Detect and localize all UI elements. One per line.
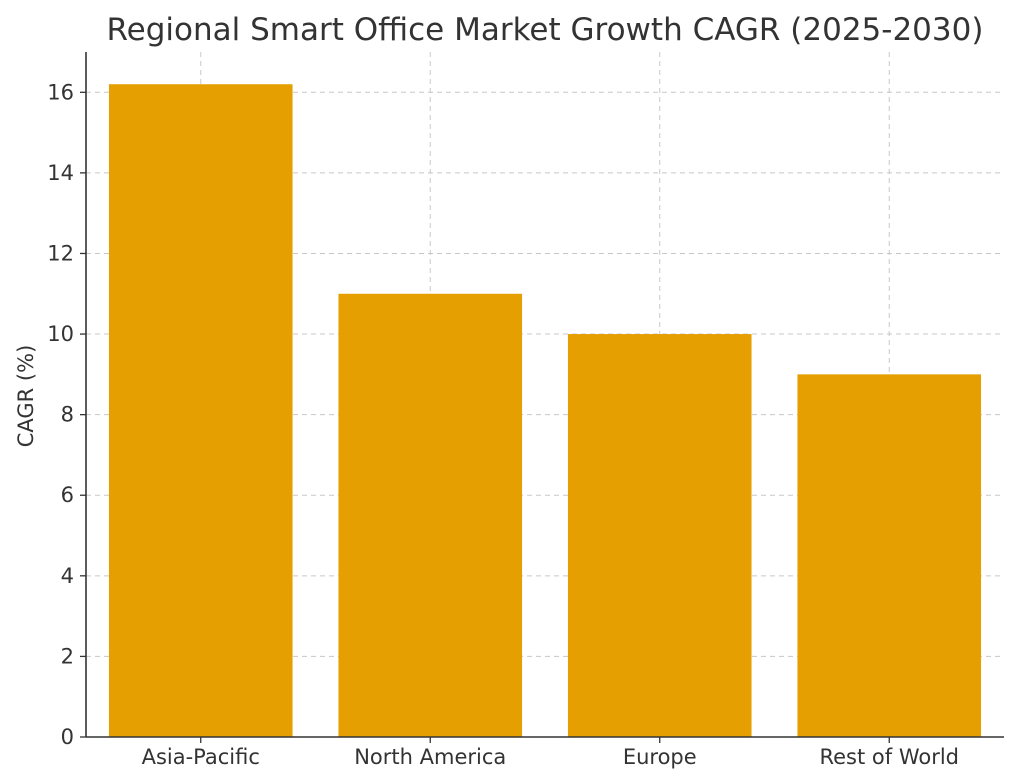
y-tick-label: 0 [61, 725, 74, 749]
y-tick-label: 6 [61, 483, 74, 507]
x-tick-label: Europe [623, 745, 697, 769]
tick-labels: 0 2 4 6 8 10 12 14 16 Asia-Pacific North America Eu… [47, 80, 959, 769]
y-tick-label: 8 [61, 403, 74, 427]
bar [338, 293, 523, 737]
y-tick-label: 12 [47, 241, 74, 265]
y-tick-label: 2 [61, 644, 74, 668]
bar [108, 84, 293, 737]
bar [567, 334, 752, 737]
bar [797, 374, 982, 737]
bars [108, 84, 982, 737]
x-tick-label: Rest of World [819, 745, 959, 769]
y-tick-label: 16 [47, 80, 74, 104]
x-tick-label: Asia-Pacific [142, 745, 260, 769]
y-tick-label: 10 [47, 322, 74, 346]
y-axis-label: CAGR (%) [14, 345, 38, 448]
chart-title: Regional Smart Office Market Growth CAGR… [107, 12, 984, 48]
y-tick-label: 4 [61, 564, 74, 588]
x-tick-label: North America [354, 745, 506, 769]
y-tick-label: 14 [47, 161, 74, 185]
axes [80, 52, 1004, 743]
